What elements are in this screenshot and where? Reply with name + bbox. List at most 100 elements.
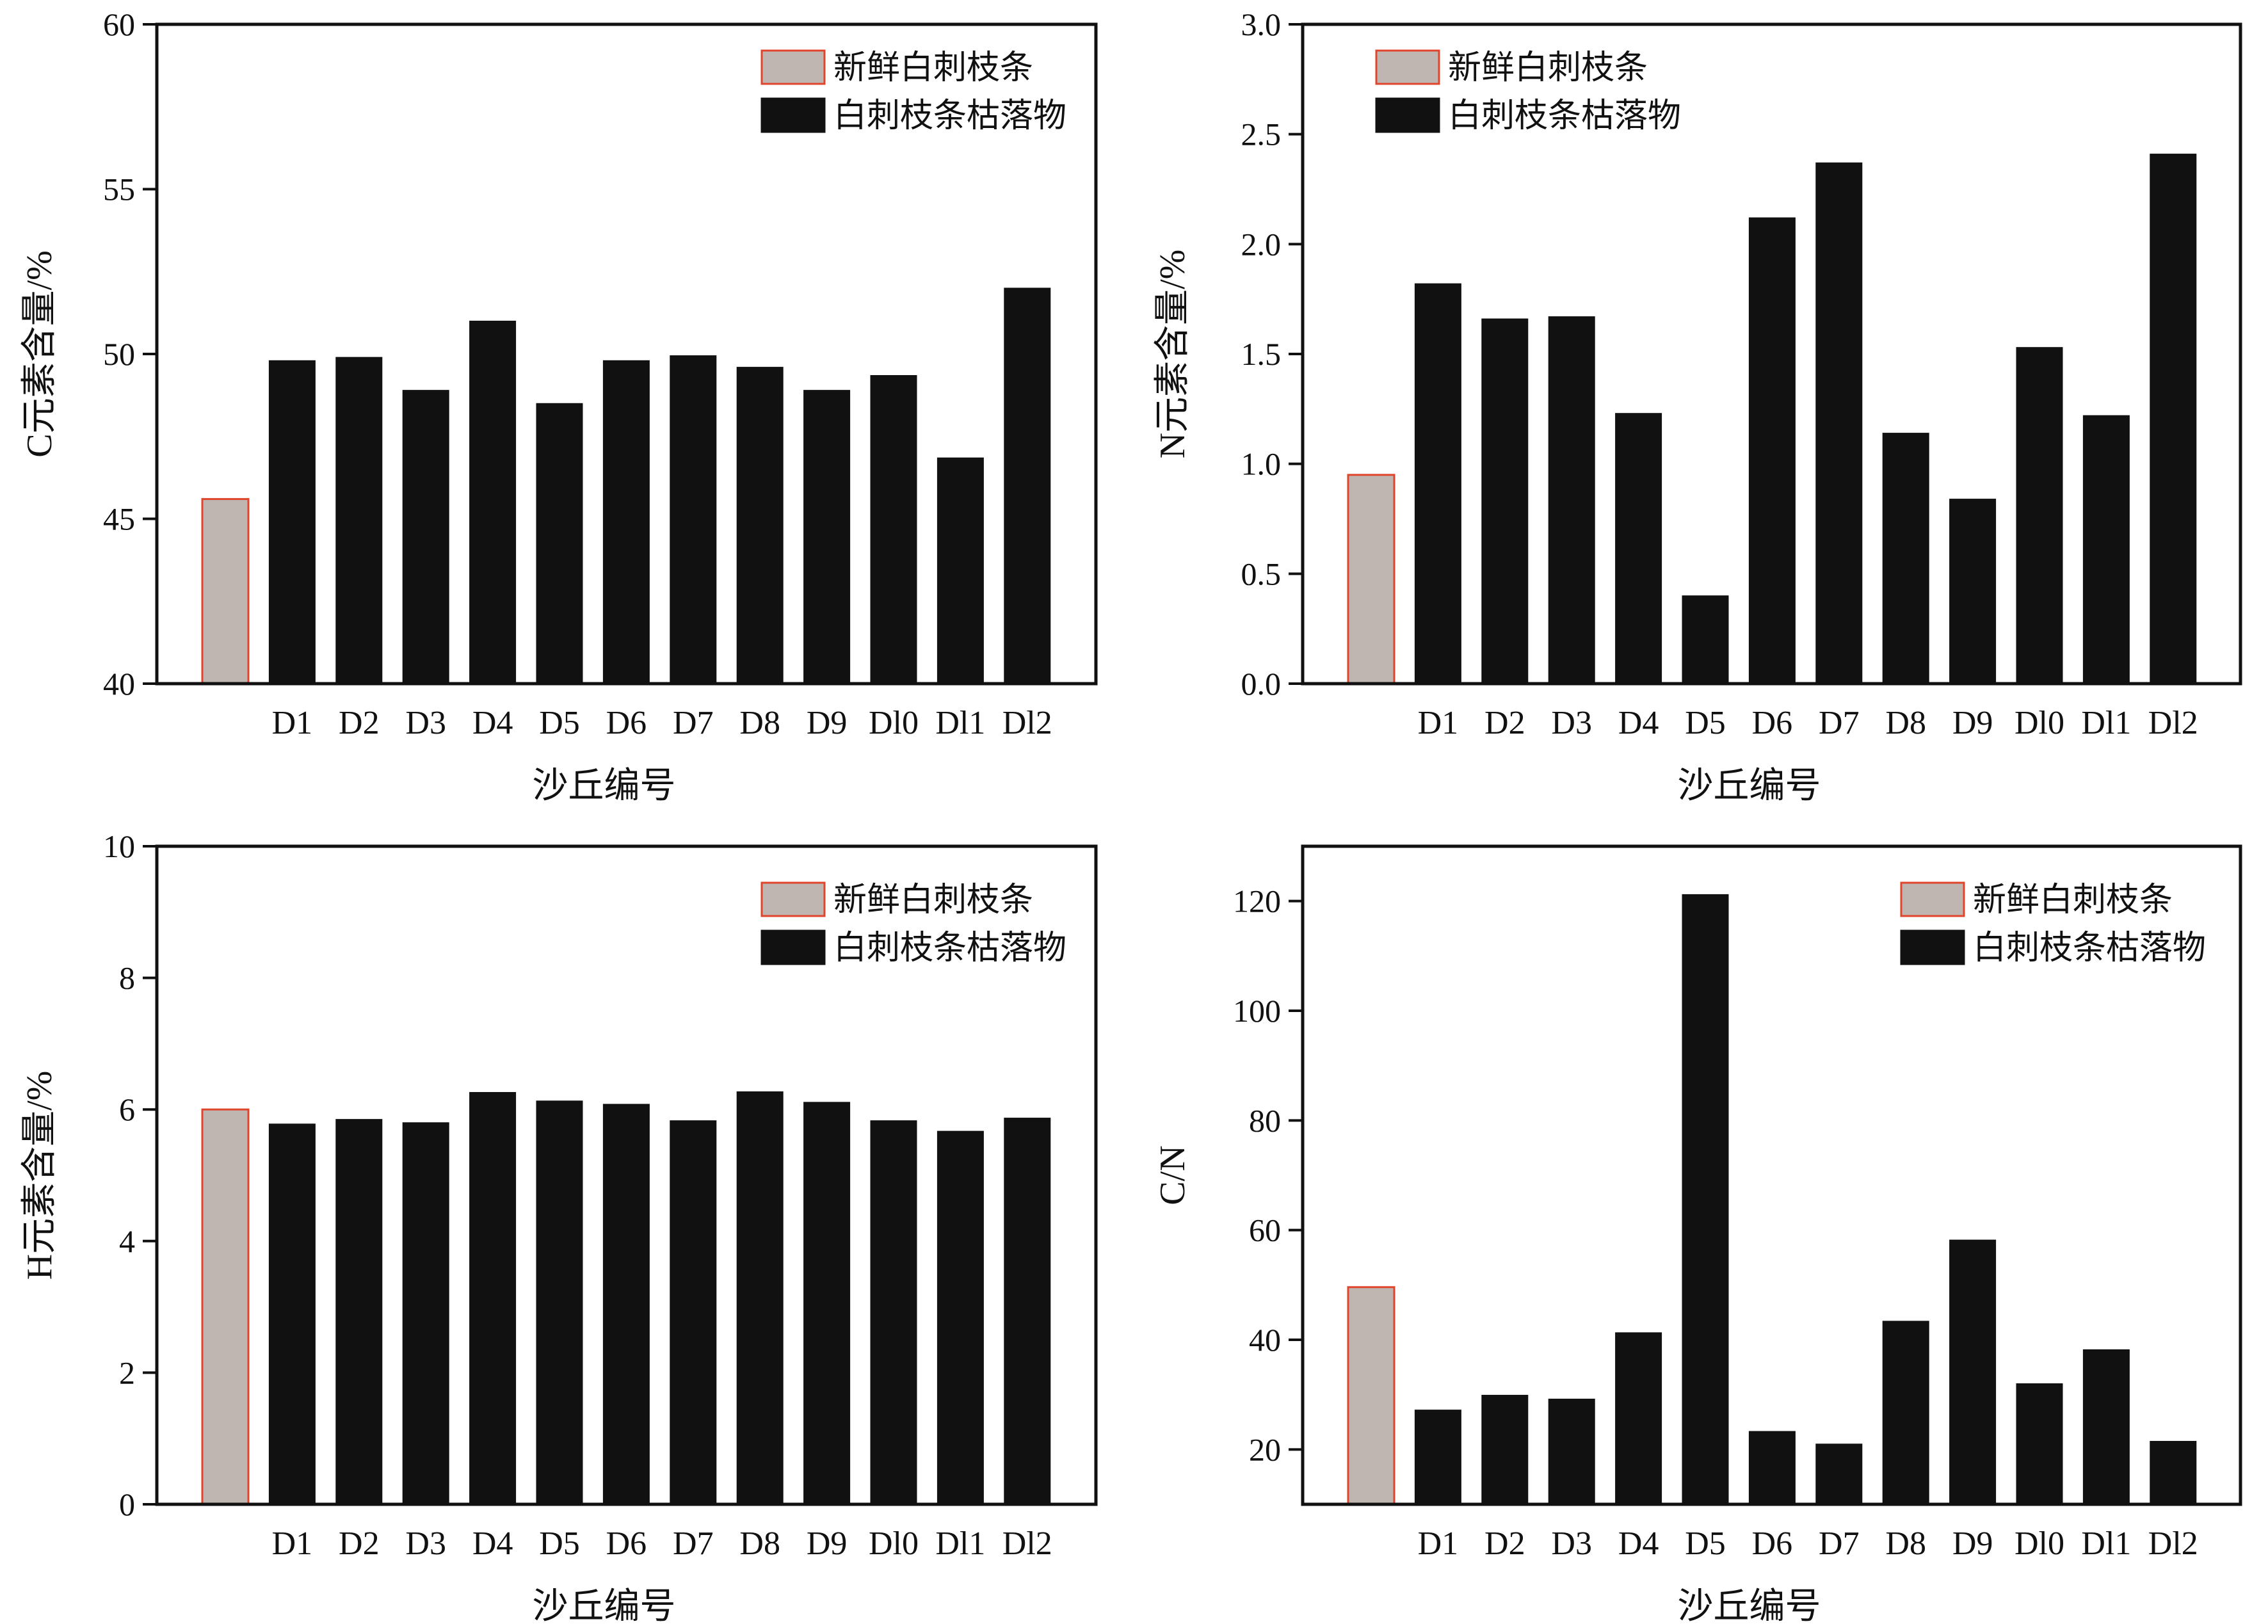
x-tick-label-d5: D5 [539, 1525, 580, 1562]
bar-d8 [736, 367, 784, 684]
plot-frame [155, 844, 1098, 1506]
bar-d4 [1615, 413, 1662, 684]
bar-d9 [803, 390, 851, 684]
bar-d2 [1481, 318, 1529, 684]
x-tick-label-dl1: Dl1 [935, 705, 985, 741]
x-tick-label-dl0: Dl0 [869, 705, 919, 741]
bar-d3 [402, 1122, 449, 1505]
bar-dl2 [1004, 1118, 1051, 1505]
bar-d6 [602, 1104, 650, 1505]
x-tick-label-d6: D6 [606, 705, 647, 741]
bar-dl2 [2150, 1440, 2197, 1505]
bar-d8 [1882, 1321, 1929, 1505]
x-tick-label-d8: D8 [1885, 1525, 1926, 1562]
x-tick-label-dl1: Dl1 [2081, 1525, 2131, 1562]
x-tick-label-d2: D2 [1484, 1525, 1525, 1562]
legend-fresh-label: 新鲜白刺枝条 [1973, 882, 2173, 919]
y-tick-label: 0.5 [1241, 556, 1282, 591]
bar-d8 [736, 1091, 784, 1505]
chart-panel-2: D1 D2 D3 D4 D5 D6 D7 D8 D9 Dl0 Dl1 Dl2 0.0 0.5 1.0 1.5 2… [1153, 6, 2242, 806]
y-tick-label: 2 [119, 1355, 135, 1390]
x-tick-label-dl0: Dl0 [2015, 1525, 2064, 1562]
bar-d2 [335, 1119, 383, 1505]
bar-d8 [1882, 433, 1929, 684]
bar-d5 [536, 403, 583, 684]
x-tick-label-dl0: Dl0 [869, 1525, 919, 1562]
x-tick-label-dl0: Dl0 [2015, 705, 2064, 741]
bar-d7 [670, 1120, 717, 1505]
x-tick-label-d9: D9 [1952, 1525, 1993, 1562]
legend-litter-label: 白刺枝条枯落物 [1448, 98, 1681, 134]
x-tick-label-d6: D6 [1752, 1525, 1793, 1562]
x-axis-title: 沙丘编号 [533, 766, 676, 806]
bar-dl0 [2016, 347, 2063, 684]
y-tick-label: 40 [1249, 1322, 1281, 1358]
y-tick-label: 3.0 [1241, 6, 1282, 42]
x-tick-label-d5: D5 [539, 705, 580, 741]
y-tick-label: 2.0 [1241, 226, 1282, 262]
bar-d9 [1949, 499, 1997, 684]
x-tick-label-d3: D3 [405, 1525, 446, 1562]
y-tick-label: 60 [103, 6, 135, 42]
y-tick-label: 2.5 [1241, 117, 1282, 152]
y-tick-label: 0.0 [1241, 666, 1282, 702]
legend-fresh-label: 新鲜白刺枝条 [833, 50, 1033, 86]
y-axis-title: H元素含量/% [20, 1071, 60, 1280]
y-tick-label: 1.0 [1241, 446, 1282, 482]
bar-d6 [1748, 1431, 1796, 1505]
x-tick-label-d8: D8 [739, 705, 780, 741]
bar-d5 [1682, 595, 1729, 684]
x-tick-label-dl2: Dl2 [2148, 705, 2198, 741]
bar-d6 [602, 360, 650, 684]
bar-d4 [469, 1091, 517, 1505]
legend-litter-swatch [760, 97, 826, 133]
x-tick-label-d5: D5 [1685, 1525, 1726, 1562]
x-tick-label-d4: D4 [472, 705, 513, 741]
x-tick-label-d7: D7 [673, 1525, 714, 1562]
bar-d3 [1548, 316, 1595, 684]
y-tick-label: 20 [1249, 1431, 1281, 1467]
y-tick-label: 6 [119, 1091, 135, 1127]
x-tick-label-d4: D4 [1618, 705, 1659, 741]
x-tick-label-d1: D1 [272, 705, 313, 741]
y-tick-label: 4 [119, 1223, 135, 1259]
y-tick-label: 40 [103, 666, 135, 702]
x-tick-label-d2: D2 [339, 1525, 380, 1562]
x-tick-label-d9: D9 [1952, 705, 1993, 741]
legend-litter-label: 白刺枝条枯落物 [833, 98, 1066, 134]
x-tick-label-d3: D3 [1551, 1525, 1592, 1562]
bar-dl1 [2082, 415, 2130, 684]
x-tick-label-d8: D8 [739, 1525, 780, 1562]
bar-d7 [1815, 162, 1863, 684]
x-tick-label-d1: D1 [1418, 705, 1459, 741]
x-tick-label-dl1: Dl1 [2081, 705, 2131, 741]
legend-litter-swatch [1375, 97, 1440, 133]
bar-fresh [201, 498, 250, 685]
legend-fresh-label: 新鲜白刺枝条 [833, 882, 1033, 919]
x-tick-label-dl2: Dl2 [2148, 1525, 2198, 1562]
x-tick-label-d8: D8 [1885, 705, 1926, 741]
bar-dl0 [870, 374, 917, 684]
bar-d2 [1481, 1395, 1529, 1505]
chart-panel-3: D1 D2 D3 D4 D5 D6 D7 D8 D9 Dl0 Dl1 Dl2 0 2 4 6 8 10 沙丘编号 H元… [20, 828, 1098, 1624]
x-axis-title: 沙丘编号 [1678, 1587, 1821, 1624]
x-tick-label-d6: D6 [606, 1525, 647, 1562]
y-tick-label: 55 [103, 172, 135, 207]
legend-fresh-swatch [760, 881, 826, 917]
bar-d5 [1682, 894, 1729, 1505]
x-axis-title: 沙丘编号 [1678, 766, 1821, 806]
x-tick-label-dl1: Dl1 [935, 1525, 985, 1562]
bar-d9 [1949, 1239, 1997, 1505]
legend-litter-label: 白刺枝条枯落物 [1973, 930, 2206, 967]
bar-d1 [1414, 283, 1461, 684]
legend-fresh-label: 新鲜白刺枝条 [1448, 50, 1648, 86]
bar-dl2 [1004, 287, 1051, 684]
bar-d4 [1615, 1332, 1662, 1505]
x-tick-label-dl2: Dl2 [1002, 705, 1052, 741]
bar-d1 [1414, 1410, 1461, 1505]
legend-fresh-swatch [1900, 881, 1965, 917]
